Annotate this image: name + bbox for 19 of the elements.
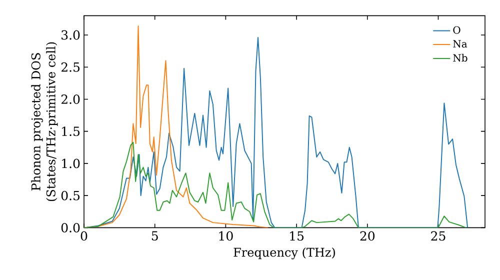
y-tick-label: 3.0: [62, 30, 80, 40]
y-tick-label: 2.0: [61, 94, 80, 104]
legend-label: O: [453, 26, 460, 34]
y-tick-label: 2.5: [61, 62, 80, 72]
x-tick-label: 15: [290, 231, 304, 241]
y-tick-label: 1.0: [62, 158, 80, 168]
x-tick-label: 10: [219, 231, 233, 241]
y-tick-label: 0.5: [61, 190, 80, 200]
legend-label: Na: [453, 40, 468, 48]
y-tick-label: 0.0: [61, 222, 80, 232]
legend-label: Nb: [453, 54, 468, 62]
x-tick-label: 25: [431, 231, 446, 241]
y-tick-label: 1.5: [62, 126, 80, 136]
x-axis-title: Frequency (THz): [234, 248, 335, 260]
x-tick-label: 20: [360, 231, 375, 241]
y-axis-title: Phonon projected DOS (States/THz·primitive cell): [31, 42, 58, 202]
x-tick-label: 0: [80, 231, 88, 241]
x-tick-label: 5: [152, 231, 158, 241]
line-series: [84, 142, 466, 228]
